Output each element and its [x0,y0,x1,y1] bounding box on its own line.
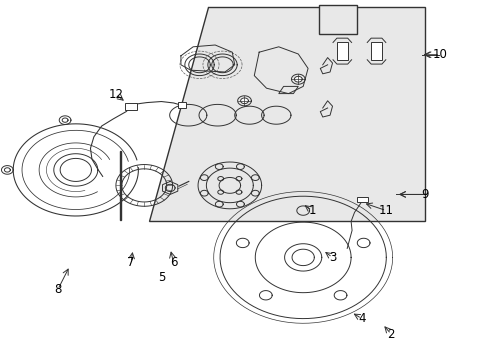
Bar [336,42,347,60]
Polygon shape [149,7,425,221]
Text: 1: 1 [307,204,315,217]
Text: 10: 10 [432,48,447,61]
Text: 12: 12 [108,88,123,101]
Bar [124,103,137,110]
Text: 9: 9 [421,188,428,201]
Bar [318,5,356,34]
Text: 8: 8 [54,283,61,296]
Text: 3: 3 [328,251,336,264]
Text: 5: 5 [157,271,165,284]
Bar [178,102,186,108]
Text: 6: 6 [169,256,177,269]
Polygon shape [294,76,302,82]
Bar [120,151,121,220]
Bar [370,42,381,60]
Text: 4: 4 [357,312,365,325]
Text: 7: 7 [127,256,135,269]
Text: 11: 11 [378,204,393,217]
Text: 2: 2 [386,328,394,341]
Bar [356,197,367,202]
Polygon shape [240,98,248,104]
